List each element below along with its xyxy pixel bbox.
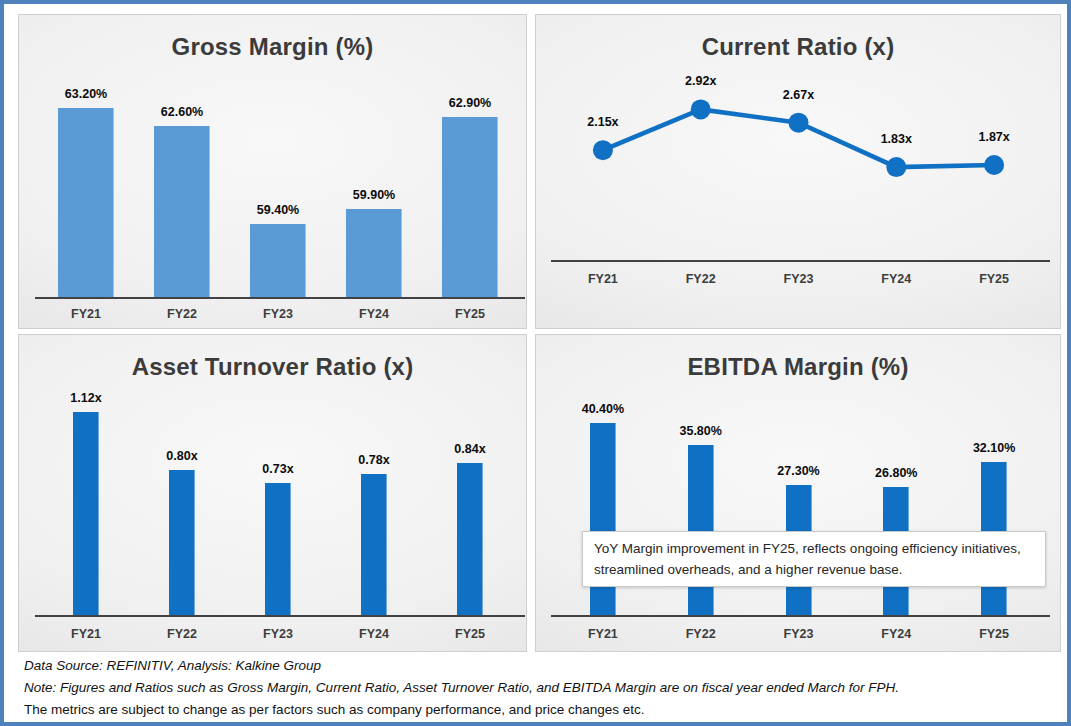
footer-disclaimer: The metrics are subject to change as per… — [24, 699, 1054, 721]
category-label: FY25 — [954, 627, 1034, 641]
chart-title: Gross Margin (%) — [19, 33, 526, 61]
bar-FY25 — [442, 117, 498, 297]
chart-title: EBITDA Margin (%) — [536, 353, 1060, 381]
bar-FY22 — [169, 470, 195, 615]
annotation-box: YoY Margin improvement in FY25, reflects… — [582, 531, 1046, 587]
category-label: FY22 — [661, 627, 741, 641]
current-ratio-chart-panel: Current Ratio (x) FY21FY22FY23FY24FY252.… — [535, 14, 1061, 329]
category-label: FY21 — [563, 627, 643, 641]
data-point-marker — [691, 99, 711, 119]
data-point-marker — [789, 113, 809, 133]
bar-FY24 — [346, 209, 402, 297]
data-label: 59.40% — [238, 203, 318, 217]
annotation-text: YoY Margin improvement in FY25, reflects… — [594, 541, 1021, 577]
category-label: FY25 — [430, 307, 510, 321]
bar-FY23 — [265, 483, 291, 615]
data-label: 35.80% — [661, 424, 741, 438]
data-label: 2.67x — [764, 88, 834, 102]
ebitda-margin-chart-panel: EBITDA Margin (%) YoY Margin improvement… — [535, 334, 1061, 652]
category-label: FY23 — [238, 307, 318, 321]
footer-source: Data Source: REFINITIV, Analysis: Kalkin… — [24, 655, 1054, 677]
data-label: 0.80x — [142, 449, 222, 463]
bar-FY23 — [250, 224, 306, 297]
data-point-marker — [886, 157, 906, 177]
data-label: 1.87x — [959, 130, 1029, 144]
category-label: FY22 — [142, 307, 222, 321]
category-label: FY23 — [238, 627, 318, 641]
x-axis-line — [551, 615, 1050, 617]
line-series — [536, 15, 1060, 328]
chart-title: Asset Turnover Ratio (x) — [19, 353, 526, 381]
footer: Data Source: REFINITIV, Analysis: Kalkin… — [24, 655, 1054, 721]
data-label: 62.90% — [430, 96, 510, 110]
data-label: 1.12x — [46, 391, 126, 405]
category-label: FY24 — [856, 627, 936, 641]
x-axis-line — [35, 297, 525, 299]
data-point-marker — [984, 155, 1004, 175]
asset-turnover-chart-panel: Asset Turnover Ratio (x) FY21 FY22 FY23 FY2… — [18, 334, 527, 652]
data-label: 62.60% — [142, 105, 222, 119]
data-label: 0.84x — [430, 442, 510, 456]
data-label: 40.40% — [563, 402, 643, 416]
category-label: FY23 — [759, 627, 839, 641]
bar-FY22 — [154, 126, 210, 297]
category-label: FY22 — [142, 627, 222, 641]
data-label: 0.73x — [238, 462, 318, 476]
data-label: 26.80% — [856, 466, 936, 480]
gross-margin-chart-panel: Gross Margin (%) FY21 FY22 FY23 FY24 FY25 63.… — [18, 14, 527, 329]
category-label: FY24 — [334, 307, 414, 321]
category-label: FY25 — [430, 627, 510, 641]
bar-FY25 — [457, 463, 483, 615]
bar-FY21 — [73, 412, 99, 615]
data-label: 1.83x — [861, 132, 931, 146]
bar-FY22 — [688, 445, 714, 615]
data-label: 63.20% — [46, 87, 126, 101]
footer-note: Note: Figures and Ratios such as Gross M… — [24, 677, 1054, 699]
report-frame: Gross Margin (%) FY21 FY22 FY23 FY24 FY25 63.… — [0, 0, 1071, 726]
data-label: 0.78x — [334, 453, 414, 467]
data-label: 32.10% — [954, 441, 1034, 455]
data-label: 59.90% — [334, 188, 414, 202]
data-label: 2.92x — [666, 74, 736, 88]
bar-FY21 — [58, 108, 114, 297]
data-label: 2.15x — [568, 115, 638, 129]
category-label: FY24 — [334, 627, 414, 641]
category-label: FY21 — [46, 627, 126, 641]
bar-FY24 — [361, 474, 387, 615]
data-point-marker — [593, 140, 613, 160]
category-label: FY21 — [46, 307, 126, 321]
x-axis-line — [35, 615, 525, 617]
data-label: 27.30% — [759, 464, 839, 478]
